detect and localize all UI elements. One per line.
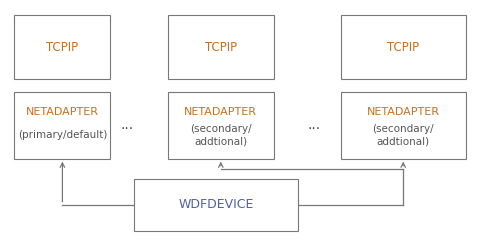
Bar	[168, 92, 274, 159]
Text: TCPIP: TCPIP	[387, 41, 419, 54]
Text: (primary/default): (primary/default)	[18, 130, 107, 140]
Text: WDFDEVICE: WDFDEVICE	[178, 198, 254, 211]
Text: TCPIP: TCPIP	[47, 41, 78, 54]
Text: (secondary/
addtional): (secondary/ addtional)	[190, 124, 252, 146]
Bar	[14, 15, 110, 79]
Text: ...: ...	[308, 118, 321, 132]
Text: NETADAPTER: NETADAPTER	[367, 107, 440, 117]
Text: NETADAPTER: NETADAPTER	[184, 107, 257, 117]
Bar	[341, 15, 466, 79]
Text: ...: ...	[120, 118, 134, 132]
Bar	[134, 179, 298, 231]
Text: (secondary/
addtional): (secondary/ addtional)	[372, 124, 434, 146]
Text: NETADAPTER: NETADAPTER	[26, 107, 99, 117]
Text: TCPIP: TCPIP	[205, 41, 237, 54]
Bar	[14, 92, 110, 159]
Bar	[168, 15, 274, 79]
Bar	[341, 92, 466, 159]
